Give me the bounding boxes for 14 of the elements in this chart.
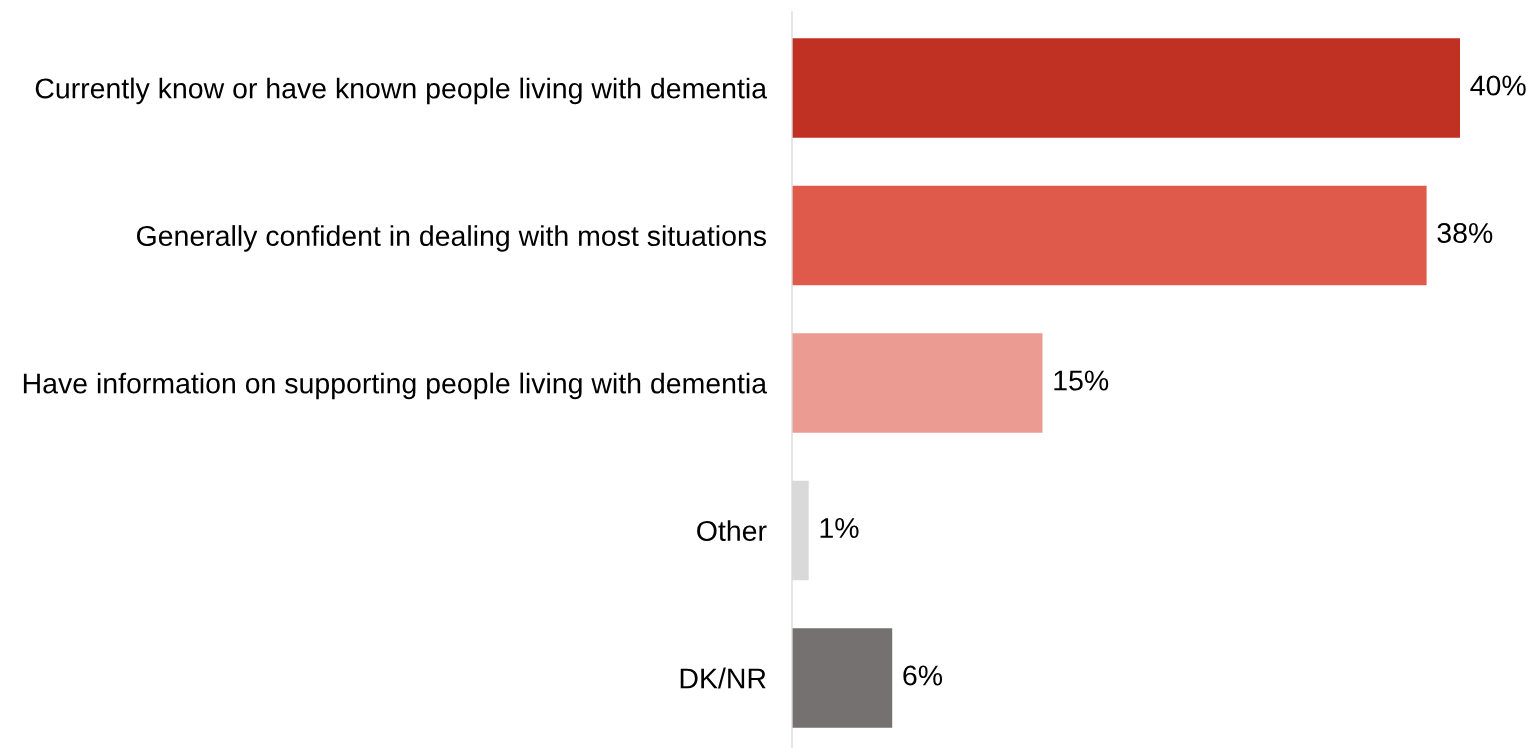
bar (792, 38, 1460, 138)
y-tick-label: Currently know or have known people living with dementia (35, 77, 768, 105)
data-label: 6% (903, 665, 943, 686)
bar (792, 333, 1043, 433)
data-label: 15% (1054, 370, 1109, 391)
bar (792, 185, 1427, 286)
y-tick-label: DK/NR (680, 667, 766, 689)
y-tick-label: Other (697, 520, 767, 542)
data-label: 38% (1437, 222, 1493, 244)
data-label: 40% (1470, 75, 1526, 96)
bar (792, 628, 893, 728)
y-tick-label: Generally confident in dealing with most situations (136, 225, 767, 252)
y-tick-label: Have information on supporting people living with dementia (23, 372, 768, 400)
data-label: 1% (820, 518, 859, 538)
